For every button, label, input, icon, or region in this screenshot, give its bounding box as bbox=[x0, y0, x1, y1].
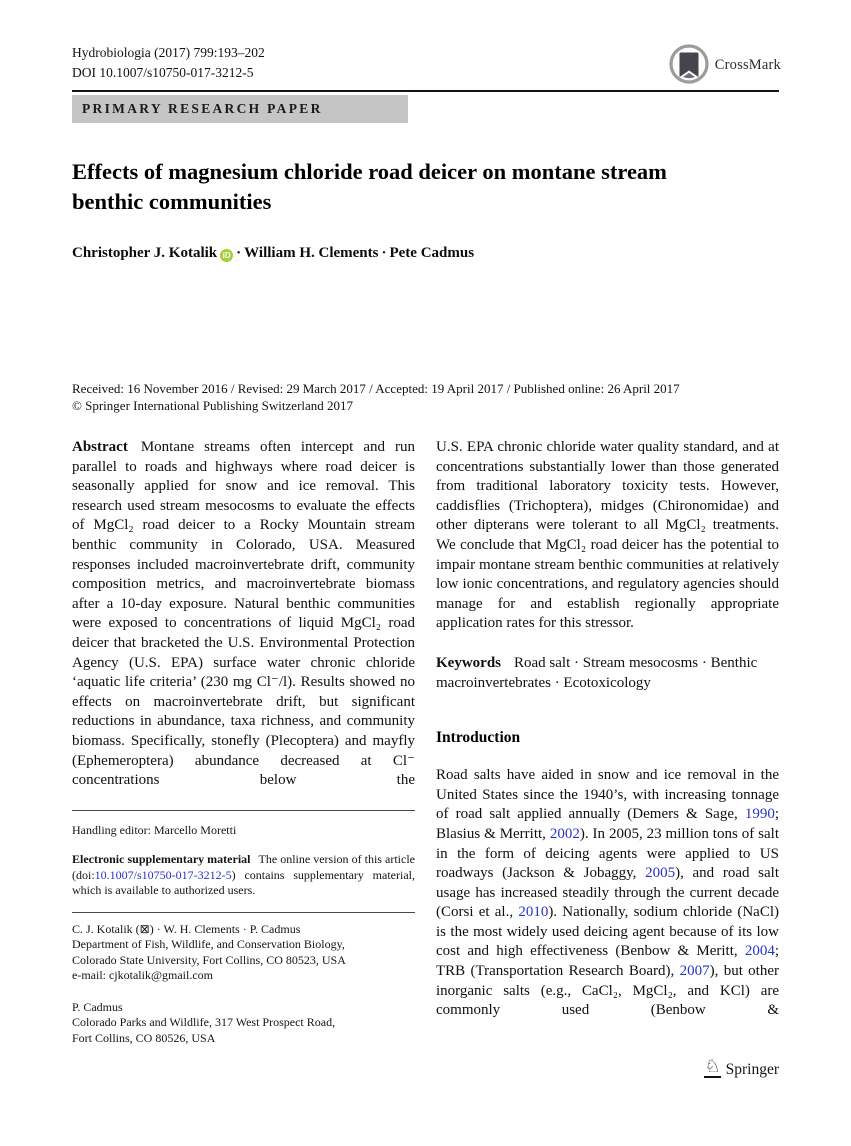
keywords-line: Keywords Road salt · Stream mesocosms · B… bbox=[436, 654, 779, 693]
introduction-heading: Introduction bbox=[436, 729, 521, 747]
supplementary-material-note: Electronic supplementary material The onl… bbox=[72, 852, 415, 899]
publisher-footer: ♘ Springer bbox=[704, 1057, 779, 1078]
crossmark-badge[interactable]: CrossMark bbox=[669, 44, 781, 86]
affiliation-line: Colorado State University, Fort Collins,… bbox=[72, 952, 346, 967]
affiliation-line: C. J. Kotalik (⊠) · W. H. Clements · P. … bbox=[72, 921, 301, 936]
intro-text: ). In 2005, 23 million tons of salt in t… bbox=[436, 825, 779, 882]
esm-text: ) contains supplementary material, which… bbox=[72, 867, 415, 898]
body-columns: Abstract Montane streams often intercept … bbox=[72, 438, 779, 1046]
abstract-label: Abstract bbox=[72, 439, 128, 455]
intro-text: ), and road salt usage has increased ste… bbox=[436, 865, 779, 921]
affiliation-line: Fort Collins, CO 80526, USA bbox=[72, 1030, 216, 1045]
citation-year-link[interactable]: 1990 bbox=[744, 806, 775, 823]
crossmark-label: CrossMark bbox=[714, 56, 781, 73]
affiliation-line: P. Cadmus bbox=[72, 999, 123, 1014]
author-separator: · bbox=[381, 245, 387, 261]
journal-reference: Hydrobiologia (2017) 799:193–202 bbox=[72, 45, 265, 60]
paper-title: Effects of magnesium chloride road deice… bbox=[72, 159, 667, 214]
introduction-paragraph: Road salts have aided in snow and ice re… bbox=[436, 766, 779, 1021]
esm-label: Electronic supplementary material bbox=[72, 852, 251, 866]
crossmark-icon bbox=[669, 44, 709, 84]
header-rule bbox=[72, 90, 779, 92]
citation-year-link[interactable]: 2007 bbox=[679, 963, 710, 980]
esm-text: The online version of this article (doi: bbox=[72, 852, 415, 882]
author-name-2: William H. Clements bbox=[244, 245, 379, 261]
authors-byline: Christopher J. Kotalik iD · William H. Clem… bbox=[72, 245, 474, 262]
publisher-name: Springer bbox=[725, 1060, 779, 1078]
affiliation-block-1: C. J. Kotalik (⊠) · W. H. Clements · P. … bbox=[72, 922, 415, 984]
abstract-paragraph: Abstract Montane streams often intercept … bbox=[72, 438, 415, 791]
abstract-continued-paragraph: U.S. EPA chronic chloride water quality … bbox=[436, 439, 779, 632]
doi-line: DOI 10.1007/s10750-017-3212-5 bbox=[72, 65, 254, 80]
affiliation-block-2: P. Cadmus Colorado Parks and Wildlife, 3… bbox=[72, 1000, 415, 1047]
orcid-icon[interactable]: iD bbox=[220, 249, 234, 262]
intro-text: ; Blasius & Merritt, bbox=[436, 806, 779, 842]
right-column: U.S. EPA chronic chloride water quality … bbox=[436, 438, 779, 1046]
citation-year-link[interactable]: 2010 bbox=[518, 904, 549, 921]
springer-knight-icon: ♘ bbox=[704, 1056, 721, 1078]
citation-year-link[interactable]: 2005 bbox=[645, 865, 676, 882]
masthead: Hydrobiologia (2017) 799:193–202 DOI 10.… bbox=[72, 43, 265, 83]
keywords-label: Keywords bbox=[436, 654, 501, 671]
footnote-divider bbox=[72, 809, 415, 811]
intro-text: Road salts have aided in snow and ice re… bbox=[436, 767, 779, 823]
keywords-list: Road salt · Stream mesocosms · Benthic m… bbox=[436, 654, 758, 691]
author-name-1: Christopher J. Kotalik bbox=[72, 245, 218, 261]
doi-link[interactable]: 10.1007/s10750-017-3212-5 bbox=[94, 867, 232, 882]
left-column: Abstract Montane streams often intercept … bbox=[72, 438, 415, 1046]
author-name-3: Pete Cadmus bbox=[389, 245, 475, 261]
category-banner: PRIMARY RESEARCH PAPER bbox=[72, 95, 408, 123]
category-label: PRIMARY RESEARCH PAPER bbox=[82, 101, 323, 116]
intro-text: ). Nationally, sodium chloride (NaCl) is… bbox=[436, 904, 779, 960]
footnote-divider bbox=[72, 911, 415, 913]
affiliation-line: Department of Fish, Wildlife, and Conser… bbox=[72, 937, 345, 951]
author-separator: · bbox=[236, 245, 242, 261]
publication-history: Received: 16 November 2016 / Revised: 29… bbox=[72, 381, 680, 396]
affiliation-line: Colorado Parks and Wildlife, 317 West Pr… bbox=[72, 1015, 336, 1029]
publication-dates: Received: 16 November 2016 / Revised: 29… bbox=[72, 380, 779, 414]
footnotes: Handling editor: Marcello Moretti Electr… bbox=[72, 809, 415, 1047]
citation-year-link[interactable]: 2004 bbox=[744, 943, 775, 960]
handling-editor-note: Handling editor: Marcello Moretti bbox=[72, 822, 237, 837]
intro-text: ; TRB (Transportation Research Board), bbox=[436, 943, 779, 980]
citation-year-link[interactable]: 2002 bbox=[549, 825, 580, 842]
intro-text: ), but other inorganic salts (e.g., CaCl… bbox=[436, 963, 780, 1019]
abstract-text-part1: Montane streams often intercept and run … bbox=[72, 439, 415, 789]
affiliation-email-line: e-mail: cjkotalik@gmail.com bbox=[72, 968, 214, 982]
copyright-line: © Springer International Publishing Swit… bbox=[72, 398, 354, 413]
